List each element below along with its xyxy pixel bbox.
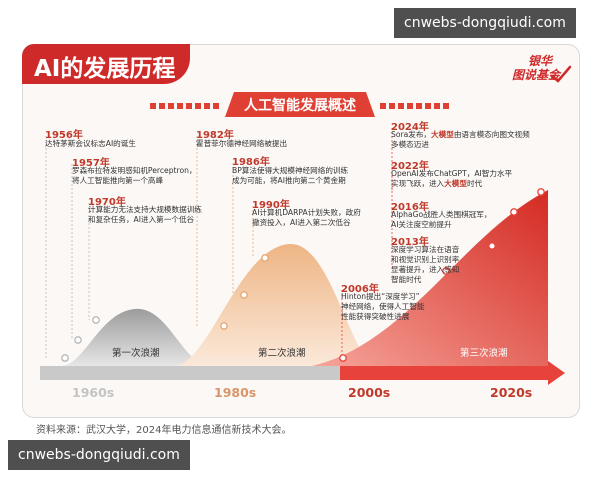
logo-line2: 图说基金 <box>512 68 561 82</box>
event-2016-desc: AlphaGo战胜人类围棋冠军， AI关注度空前提升 <box>391 210 492 229</box>
event-1956-desc: 达特茅斯会议标志AI的诞生 <box>45 139 136 148</box>
event-1970-desc: 计算能力无法支持大规模数据训练 和复杂任务，AI进入第一个低谷 <box>88 205 202 224</box>
event-marker <box>488 242 496 250</box>
event-marker <box>339 354 347 362</box>
title-tab <box>22 44 190 84</box>
decade-1960s: 1960s <box>72 385 115 400</box>
axis-arrow-icon <box>548 361 565 385</box>
subtitle-dashes-right <box>380 103 450 109</box>
timeline-axis-red <box>340 366 550 380</box>
event-2006-year: 2006年 <box>341 284 379 295</box>
event-marker <box>240 291 248 299</box>
event-1990-year: 1990年 <box>252 200 290 211</box>
event-2022-desc-post: 时代 <box>466 179 483 188</box>
wave-3-area <box>312 190 548 366</box>
page-title: AI的发展历程 <box>34 56 176 82</box>
event-2016-year: 2016年 <box>391 202 429 213</box>
event-marker <box>92 316 100 324</box>
event-1970-year: 1970年 <box>88 197 126 208</box>
logo-line1: 银华 <box>528 54 553 68</box>
event-1957-year: 1957年 <box>72 158 110 169</box>
wave-3-label: 第三次浪潮 <box>460 348 508 359</box>
event-marker <box>442 267 450 275</box>
watermark-top: cnwebs-dongqiudi.com <box>394 8 576 38</box>
wave-1-label: 第一次浪潮 <box>112 348 160 359</box>
event-1990-desc: AI计算机DARPA计划失败，政府 撤资投入，AI进入第二次低谷 <box>252 208 361 227</box>
decade-2020s: 2020s <box>490 385 533 400</box>
decade-2000s: 2000s <box>348 385 391 400</box>
event-2006-desc: Hinton提出“深度学习” 神经网络，使得人工智能 性能获得突破性进展 <box>341 292 425 321</box>
event-2013-desc: 深度学习算法在语音 和视觉识别上识别率 显著提升，进入感知 智能时代 <box>391 245 460 284</box>
event-2024-desc-em: 大模型 <box>431 130 454 139</box>
event-2024-desc: Sora发布，大模型由语言模态向图文视频 多模态迈进 <box>391 130 530 150</box>
event-marker <box>220 322 228 330</box>
event-2022-desc: OpenAI发布ChatGPT，AI智力水平 实现飞跃，进入大模型时代 <box>391 169 512 189</box>
subtitle-dashes-left <box>150 103 220 109</box>
event-1956-year: 1956年 <box>45 130 83 141</box>
logo-icon <box>550 65 572 83</box>
source-note: 资料来源：武汉大学，2024年电力信息通信新技术大会。 <box>36 425 292 436</box>
wave-1-area <box>62 308 210 366</box>
event-marker <box>74 336 82 344</box>
watermark-bottom: cnwebs-dongqiudi.com <box>8 440 190 470</box>
event-2024-desc-post: 由语言模态向图文视频 多模态迈进 <box>391 130 530 149</box>
event-2024-desc-pre: Sora发布， <box>391 130 432 139</box>
wave-2-area <box>175 243 375 366</box>
event-1957-desc: 罗森布拉特发明感知机Perceptron， 将人工智能推向第一个高峰 <box>72 166 197 185</box>
event-1982-desc: 霍普菲尔德神经网络被提出 <box>196 139 288 148</box>
event-marker <box>537 188 545 196</box>
event-marker <box>61 354 69 362</box>
event-2024-year: 2024年 <box>391 122 429 133</box>
subtitle: 人工智能发展概述 <box>244 98 356 114</box>
wave-2-label: 第二次浪潮 <box>258 348 306 359</box>
event-2022-desc-pre: OpenAI发布ChatGPT，AI智力水平 实现飞跃，进入 <box>391 169 513 188</box>
event-2022-desc-em: 大模型 <box>444 179 467 188</box>
event-1986-year: 1986年 <box>232 157 270 168</box>
event-2022-year: 2022年 <box>391 161 429 172</box>
decade-1980s: 1980s <box>214 385 257 400</box>
event-marker <box>510 208 518 216</box>
event-1986-desc: BP算法使得大规模神经网络的训练 成为可能，将AI推向第二个黄金期 <box>232 166 349 185</box>
event-marker <box>261 254 269 262</box>
event-1982-year: 1982年 <box>196 130 234 141</box>
subtitle-banner <box>225 92 375 117</box>
event-2013-year: 2013年 <box>391 237 429 248</box>
